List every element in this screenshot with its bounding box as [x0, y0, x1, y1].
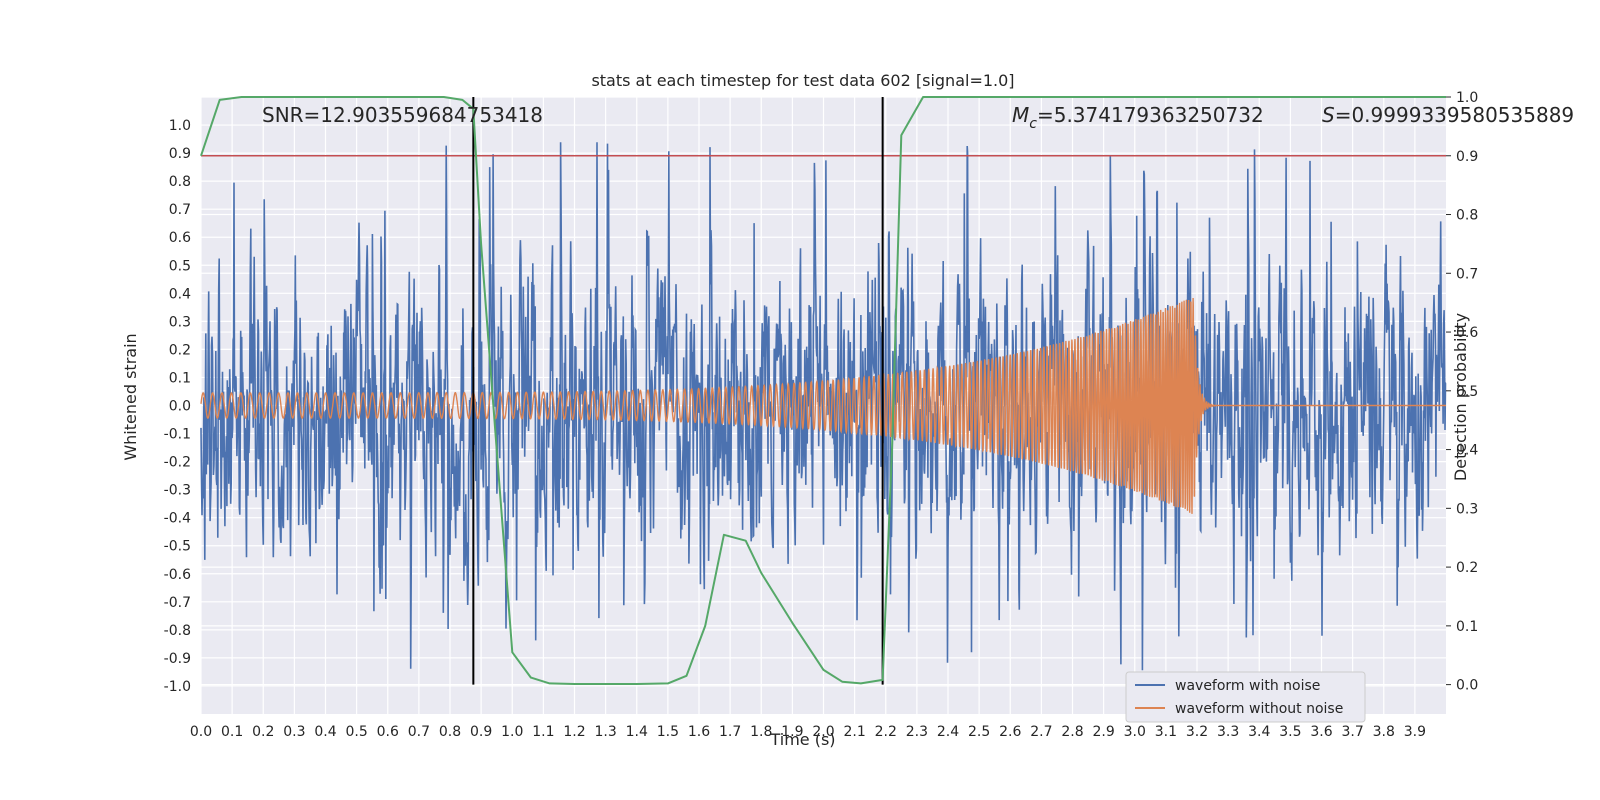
x-tick-label: 0.4 — [314, 724, 336, 740]
x-tick-label: 0.8 — [439, 724, 461, 740]
snr-annotation: SNR=12.903559684753418 — [262, 103, 543, 127]
x-tick-label: 0.3 — [283, 724, 305, 740]
x-tick-label: 3.8 — [1373, 724, 1395, 740]
x-tick-label: 0.2 — [252, 724, 274, 740]
x-tick-label: 2.1 — [843, 724, 865, 740]
y-tick-label: 0.9 — [169, 146, 191, 162]
x-tick-label: 3.3 — [1217, 724, 1239, 740]
y-tick-label: -0.1 — [164, 427, 191, 443]
noisy-waveform-line — [200, 142, 1447, 671]
x-tick-label: 3.7 — [1341, 724, 1363, 740]
y-tick-label: -0.9 — [164, 651, 191, 667]
x-tick-label: 0.1 — [221, 724, 243, 740]
y2-tick-label: 0.8 — [1456, 208, 1478, 224]
y2-tick-label: 0.9 — [1456, 149, 1478, 165]
y-tick-label: -0.2 — [164, 455, 191, 471]
x-axis-label: Time (s) — [769, 730, 835, 749]
y-axis-label: Whitened strain — [121, 333, 140, 460]
y-tick-label: 0.0 — [169, 399, 191, 415]
x-tick-label: 2.0 — [812, 724, 834, 740]
y-tick-label: 0.6 — [169, 230, 191, 246]
x-tick-label: 3.9 — [1404, 724, 1426, 740]
x-tick-label: 0.0 — [190, 724, 212, 740]
x-tick-label: 1.0 — [501, 724, 523, 740]
x-tick-label: 0.7 — [408, 724, 430, 740]
score-annotation: S=0.9999339580535889 — [1322, 103, 1574, 127]
x-tick-label: 1.4 — [626, 724, 648, 740]
y2-tick-label: 0.4 — [1456, 443, 1478, 459]
x-tick-label: 2.3 — [906, 724, 928, 740]
x-tick-label: 3.5 — [1279, 724, 1301, 740]
y-tick-label: 0.3 — [169, 314, 191, 330]
legend-label-noisy: waveform with noise — [1175, 678, 1320, 694]
legend-box — [1125, 671, 1366, 723]
x-tick-label: 2.6 — [999, 724, 1021, 740]
chart-title: stats at each timestep for test data 602… — [591, 71, 1014, 90]
y-tick-label: 0.2 — [169, 342, 191, 358]
x-tick-label: 1.9 — [781, 724, 803, 740]
clean-waveform-line — [200, 297, 1446, 514]
x-tick-label: 1.6 — [688, 724, 710, 740]
x-tick-label: 2.7 — [1030, 724, 1052, 740]
x-tick-label: 1.1 — [532, 724, 554, 740]
legend-label-clean: waveform without noise — [1175, 701, 1343, 717]
y2-tick-label: 0.5 — [1456, 384, 1478, 400]
x-tick-label: 2.8 — [1061, 724, 1083, 740]
chirp-mass-symbol: M — [1012, 103, 1029, 127]
x-tick-label: 1.7 — [719, 724, 741, 740]
x-tick-label: 3.4 — [1248, 724, 1270, 740]
chirp-mass-value: =5.374179363250732 — [1037, 103, 1264, 127]
y2-axis-label: Detection probability — [1451, 313, 1470, 481]
legend: waveform with noise waveform without noi… — [1125, 671, 1366, 723]
y2-tick-label: 0.2 — [1456, 560, 1478, 576]
y-tick-label: -0.6 — [164, 567, 191, 583]
x-tick-label: 3.2 — [1186, 724, 1208, 740]
y2-tick-label: 0.7 — [1456, 266, 1478, 282]
x-tick-label: 0.9 — [470, 724, 492, 740]
score-symbol: S — [1322, 103, 1335, 127]
x-tick-label: 2.5 — [968, 724, 990, 740]
detection-probability-line — [200, 96, 1446, 685]
series-waveform-without-noise — [200, 297, 1446, 514]
x-tick-label: 0.6 — [377, 724, 399, 740]
y2-tick-label: 0.3 — [1456, 501, 1478, 517]
x-tick-label: 1.8 — [750, 724, 772, 740]
y-tick-label: 0.4 — [169, 286, 191, 302]
x-tick-label: 3.1 — [1155, 724, 1177, 740]
chirp-mass-subscript: c — [1029, 116, 1037, 132]
y-tick-label: 0.7 — [169, 202, 191, 218]
y-tick-label: 0.8 — [169, 174, 191, 190]
y-tick-label: -0.5 — [164, 539, 191, 555]
y-tick-label: 0.1 — [169, 370, 191, 386]
x-tick-label: 1.2 — [563, 724, 585, 740]
y2-tick-label: 1.0 — [1456, 90, 1478, 106]
x-tick-label: 1.5 — [657, 724, 679, 740]
y-tick-label: -1.0 — [164, 679, 191, 695]
x-tick-label: 0.5 — [345, 724, 367, 740]
x-tick-label: 3.6 — [1310, 724, 1332, 740]
y-tick-label: 0.5 — [169, 258, 191, 274]
x-tick-label: 2.9 — [1092, 724, 1114, 740]
y2-tick-label: 0.1 — [1456, 619, 1478, 635]
axis-ticks: 0.0 0.1 0.2 0.3 0.4 0.5 0.6 0.7 0.8 0.9 1.0 1.1 1.2 1… — [164, 90, 1479, 740]
x-tick-label: 1.3 — [594, 724, 616, 740]
y-tick-label: -0.8 — [164, 623, 191, 639]
y-tick-label: 1.0 — [169, 118, 191, 134]
x-tick-label: 2.2 — [875, 724, 897, 740]
y2-tick-label: 0.0 — [1456, 678, 1478, 694]
y-tick-label: -0.7 — [164, 595, 191, 611]
y2-tick-label: 0.6 — [1456, 325, 1478, 341]
score-value: =0.9999339580535889 — [1335, 103, 1574, 127]
chirp-mass-annotation: Mc=5.374179363250732 — [1012, 103, 1264, 132]
y-tick-label: -0.3 — [164, 483, 191, 499]
x-tick-label: 2.4 — [937, 724, 959, 740]
series-waveform-with-noise — [200, 142, 1447, 671]
overlays — [200, 96, 1446, 685]
y-tick-label: -0.4 — [164, 511, 191, 527]
x-tick-label: 3.0 — [1124, 724, 1146, 740]
